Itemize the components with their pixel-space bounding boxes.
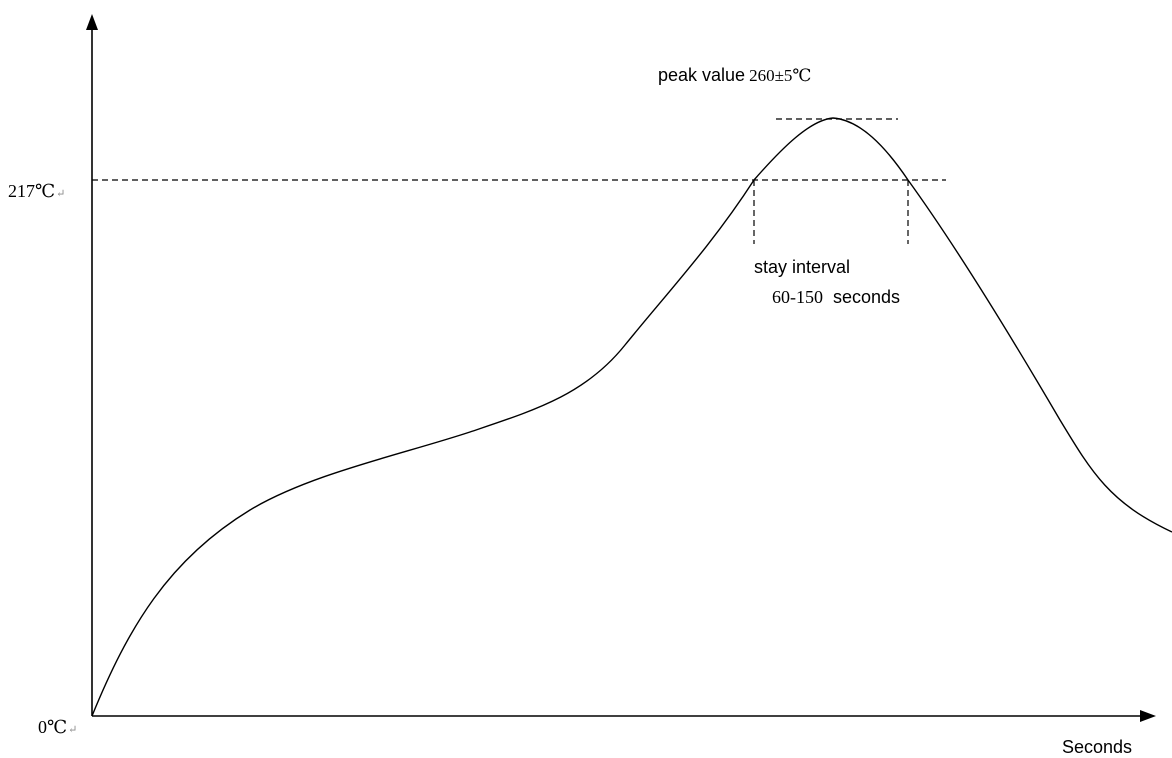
stay-interval-range: 60-150 seconds <box>772 288 900 307</box>
stay-range-unit: seconds <box>833 287 901 307</box>
y-label-0: 0℃↵ <box>38 718 77 736</box>
y-axis-arrow-icon <box>86 14 98 30</box>
y-label-217-text: 217℃ <box>8 181 56 201</box>
temperature-profile-curve <box>91 117 1172 717</box>
peak-value: 260±5℃ <box>749 66 812 85</box>
x-axis-label: Seconds <box>1062 737 1133 757</box>
return-mark-icon: ↵ <box>56 188 66 200</box>
peak-prefix: peak value <box>658 65 746 85</box>
y-label-217: 217℃↵ <box>8 182 65 200</box>
peak-annotation: peak value 260±5℃ <box>658 66 811 85</box>
stay-range-value: 60-150 <box>772 287 823 307</box>
y-label-0-text: 0℃ <box>38 717 68 737</box>
stay-interval-label: stay interval <box>754 257 851 277</box>
return-mark-icon: ↵ <box>68 724 78 736</box>
x-axis-arrow-icon <box>1140 710 1156 722</box>
